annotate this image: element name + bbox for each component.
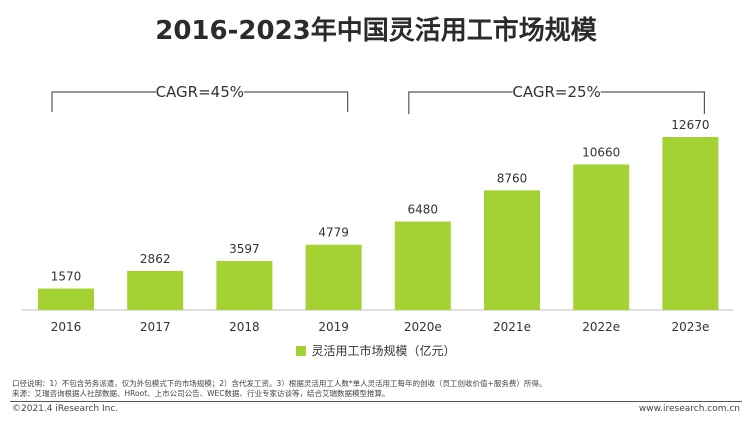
data-label-2021e: 8760 (497, 171, 528, 185)
bar-2017 (127, 270, 184, 310)
footnote-source: 来源：艾瑞咨询根据人社部数据、HRoot、上市公司公告、WEC数据、行业专家访谈… (12, 389, 390, 398)
copyright: ©2021.4 iResearch Inc. (12, 404, 119, 414)
legend: 灵活用工市场规模（亿元） (0, 342, 752, 359)
data-label-2017: 2862 (140, 252, 171, 266)
data-label-2020e: 6480 (408, 203, 439, 217)
cagr-bracket-left-2 (408, 91, 513, 114)
x-tick-label-2016: 2016 (51, 320, 82, 334)
bar-2019 (305, 244, 362, 310)
cagr-bracket-right-2 (600, 91, 706, 114)
bar-2023e (662, 137, 719, 310)
cagr-bracket-left-1 (51, 91, 156, 112)
bar-chart: 1570 2016 2862 2017 3597 2018 4779 2019 6480 2020… (22, 83, 733, 334)
bar-2021e (484, 190, 540, 310)
data-label-2022e: 10660 (582, 145, 620, 159)
legend-swatch (296, 345, 307, 356)
x-tick-label-2019: 2019 (318, 320, 349, 334)
footnotes: 口径说明：1）不包含劳务派遣，仅为外包模式下的市场规模；2）含代发工资。3）根据… (12, 379, 742, 399)
website: www.iresearch.com.cn (638, 404, 740, 414)
x-tick-label-2021e: 2021e (493, 320, 531, 334)
data-label-2016: 1570 (51, 270, 82, 284)
x-tick-label-2023e: 2023e (671, 320, 709, 334)
cagr-bracket-right-1 (243, 91, 349, 112)
footer-divider (10, 401, 742, 402)
cagr-label-1: CAGR=45% (156, 83, 244, 101)
cagr-label-2: CAGR=25% (512, 83, 600, 101)
data-label-2018: 3597 (229, 242, 260, 256)
legend-label: 灵活用工市场规模（亿元） (311, 344, 456, 358)
x-tick-label-2018: 2018 (229, 320, 260, 334)
bar-2016 (38, 288, 94, 310)
footnote-scope: 口径说明：1）不包含劳务派遣，仅为外包模式下的市场规模；2）含代发工资。3）根据… (12, 379, 547, 388)
bar-2020e (394, 221, 451, 310)
data-label-2023e: 12670 (671, 118, 709, 132)
bar-2022e (573, 164, 630, 310)
chart-title: 2016-2023年中国灵活用工市场规模 (155, 16, 597, 46)
bar-2018 (216, 260, 273, 310)
x-tick-label-2017: 2017 (140, 320, 171, 334)
x-tick-label-2020e: 2020e (404, 320, 442, 334)
data-label-2019: 4779 (318, 226, 349, 240)
x-tick-label-2022e: 2022e (582, 320, 620, 334)
